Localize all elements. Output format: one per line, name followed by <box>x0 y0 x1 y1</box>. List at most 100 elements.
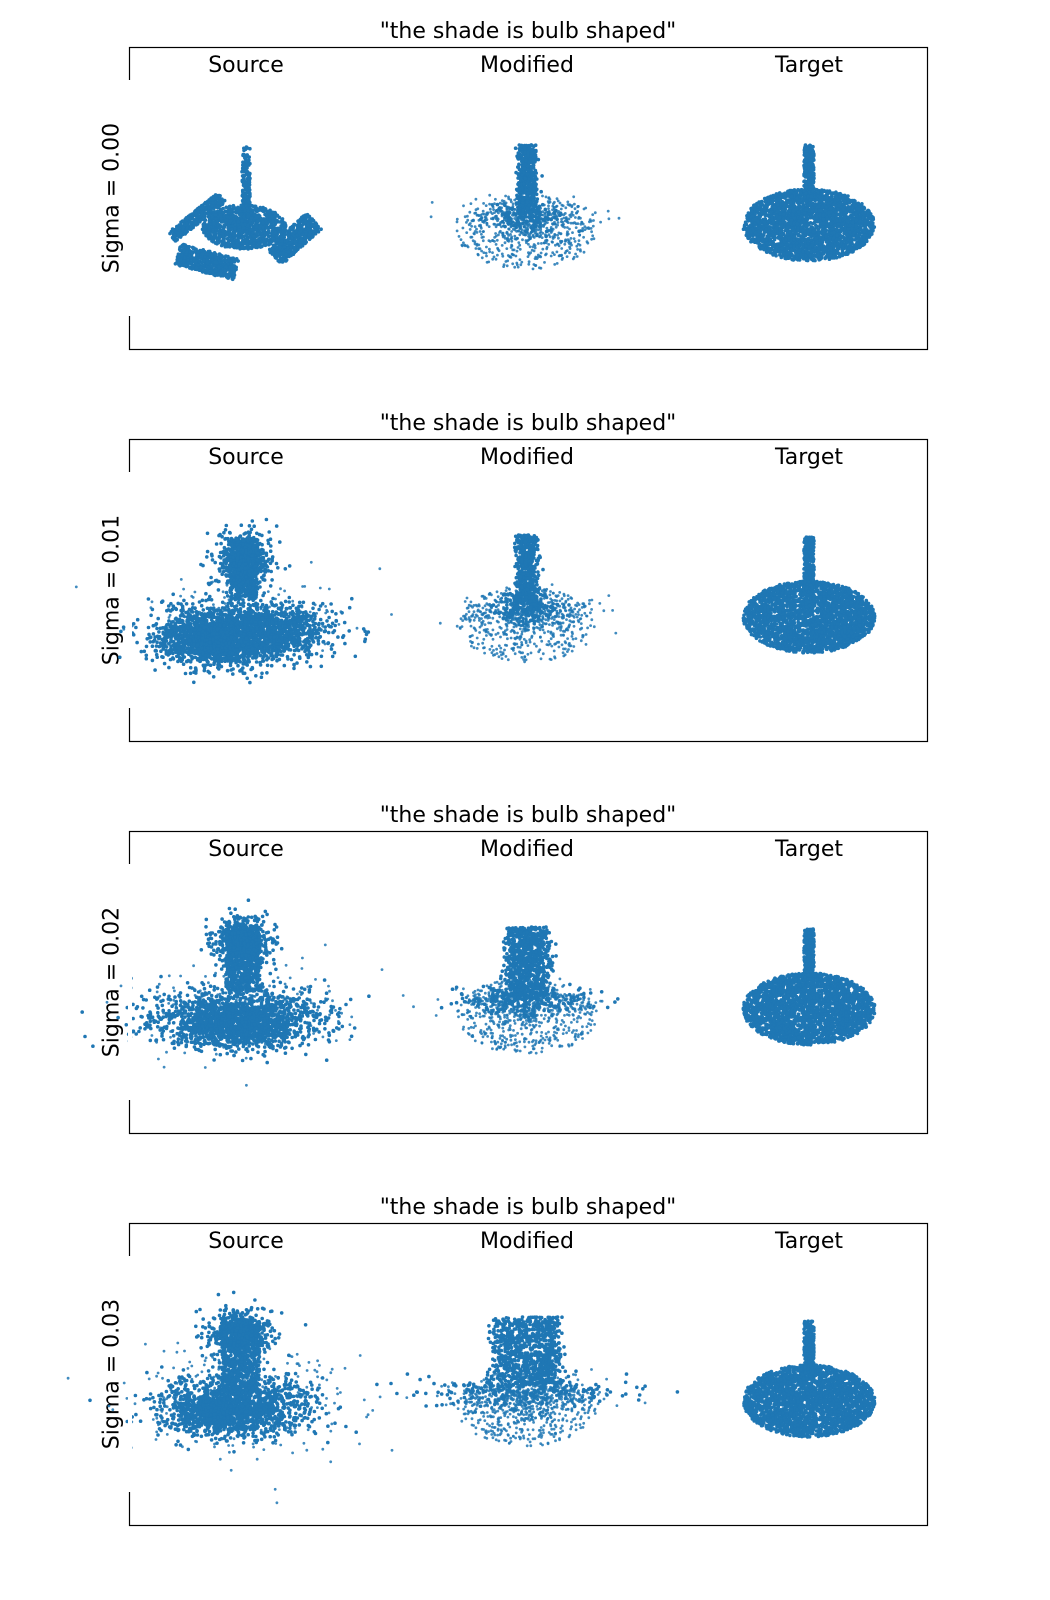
scatter-point <box>539 256 542 259</box>
scatter-point <box>574 240 577 243</box>
scatter-point <box>244 182 248 186</box>
scatter-point <box>544 208 548 212</box>
scatter-point <box>216 209 220 213</box>
scatter-point <box>513 235 516 238</box>
scatter-point <box>582 223 585 226</box>
scatter-point <box>213 252 217 256</box>
scatter-point <box>178 263 182 267</box>
scatter-point <box>526 172 530 176</box>
scatter-point <box>271 220 275 224</box>
scatter-point <box>524 177 528 181</box>
scatter-point <box>547 200 550 203</box>
scatter-point <box>225 274 229 278</box>
scatter-point <box>271 211 275 215</box>
scatter-point <box>171 229 175 233</box>
scatter-point <box>517 183 521 187</box>
scatter-point <box>488 250 491 253</box>
scatter-point <box>560 220 563 223</box>
scatter-point <box>281 251 285 255</box>
scatter-point <box>590 227 593 230</box>
scatter-point <box>553 236 556 239</box>
scatter-point <box>240 219 244 223</box>
scatter-point <box>590 230 593 233</box>
scatter-point <box>261 226 265 230</box>
scatter-point <box>594 211 597 214</box>
scatter-point <box>561 240 564 243</box>
scatter-point <box>316 225 320 229</box>
scatter-point <box>501 234 504 237</box>
scatter-point <box>229 209 233 213</box>
scatter-point <box>237 233 241 237</box>
scatter-point <box>540 242 543 245</box>
scatter-point <box>495 243 498 246</box>
scatter-point <box>517 241 520 244</box>
scatter-point <box>532 164 536 168</box>
scatter-point <box>168 232 172 236</box>
scatter-point <box>469 222 472 225</box>
scatter-point <box>485 255 488 258</box>
scatter-point <box>535 234 539 238</box>
scatter-point <box>188 213 192 217</box>
scatter-point <box>508 211 512 215</box>
scatter-point <box>262 221 266 225</box>
scatter-point <box>180 253 184 257</box>
scatter-point <box>293 246 297 250</box>
scatter-point <box>252 235 256 239</box>
scatter-point <box>505 232 508 235</box>
scatter-point <box>545 247 548 250</box>
scatter-point <box>547 207 550 210</box>
scatter-point <box>568 251 571 254</box>
scatter-point <box>503 225 507 229</box>
scatter-point <box>567 238 570 241</box>
scatter-point <box>519 248 522 251</box>
scatter-point <box>265 215 269 219</box>
scatter-point <box>462 241 465 244</box>
scatter-point <box>489 240 492 243</box>
scatter-point <box>535 212 539 216</box>
scatter-point <box>504 195 507 198</box>
scatter-point <box>556 251 559 254</box>
scatter-point <box>534 257 537 260</box>
scatter-point <box>456 230 459 233</box>
scatter-point <box>257 219 261 223</box>
scatter-point <box>579 217 582 220</box>
scatter-point <box>257 209 261 213</box>
scatter-point <box>223 223 227 227</box>
scatter-point <box>563 226 566 229</box>
scatter-point <box>516 217 520 221</box>
scatter-point <box>528 236 531 239</box>
scatter-point <box>482 210 485 213</box>
scatter-point <box>178 223 182 227</box>
scatter-point <box>607 210 610 213</box>
scatter-point <box>485 204 488 207</box>
scatter-point <box>203 226 207 230</box>
scatter-point <box>566 249 569 252</box>
scatter-point <box>571 204 574 207</box>
scatter-point <box>265 226 269 230</box>
scatter-point <box>574 253 577 256</box>
scatter-point <box>531 194 535 198</box>
scatter-point <box>531 249 534 252</box>
scatter-point <box>223 269 227 273</box>
scatter-point <box>529 245 532 248</box>
scatter-point <box>488 248 491 251</box>
scatter-point <box>490 217 493 220</box>
scatter-point <box>496 254 499 257</box>
scatter-point <box>497 234 500 237</box>
scatter-point <box>271 248 275 252</box>
scatter-point <box>431 201 434 204</box>
scatter-point <box>210 264 214 268</box>
scatter-point <box>484 216 487 219</box>
scatter-point <box>474 243 477 246</box>
scatter-point <box>472 239 475 242</box>
scatter-point <box>522 182 526 186</box>
scatter-point <box>539 217 543 221</box>
scatter-point <box>212 236 216 240</box>
scatter-point <box>191 264 195 268</box>
scatter-point <box>576 205 579 208</box>
scatter-point <box>515 201 519 205</box>
scatter-point <box>556 205 559 208</box>
scatter-point <box>255 232 259 236</box>
scatter-point <box>549 218 553 222</box>
scatter-point <box>560 208 563 211</box>
